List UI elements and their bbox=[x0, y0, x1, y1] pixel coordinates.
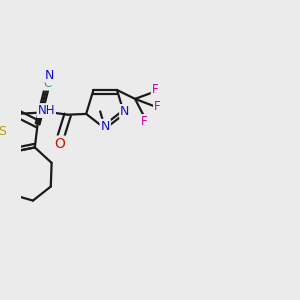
Text: N: N bbox=[120, 105, 130, 118]
Text: F: F bbox=[152, 83, 158, 97]
Text: N: N bbox=[100, 120, 110, 133]
Text: NH: NH bbox=[38, 104, 55, 117]
Text: O: O bbox=[54, 136, 65, 151]
Text: N: N bbox=[45, 69, 55, 82]
Text: S: S bbox=[0, 124, 6, 138]
Text: C: C bbox=[44, 77, 52, 90]
Text: F: F bbox=[154, 100, 160, 113]
Text: F: F bbox=[141, 115, 147, 128]
